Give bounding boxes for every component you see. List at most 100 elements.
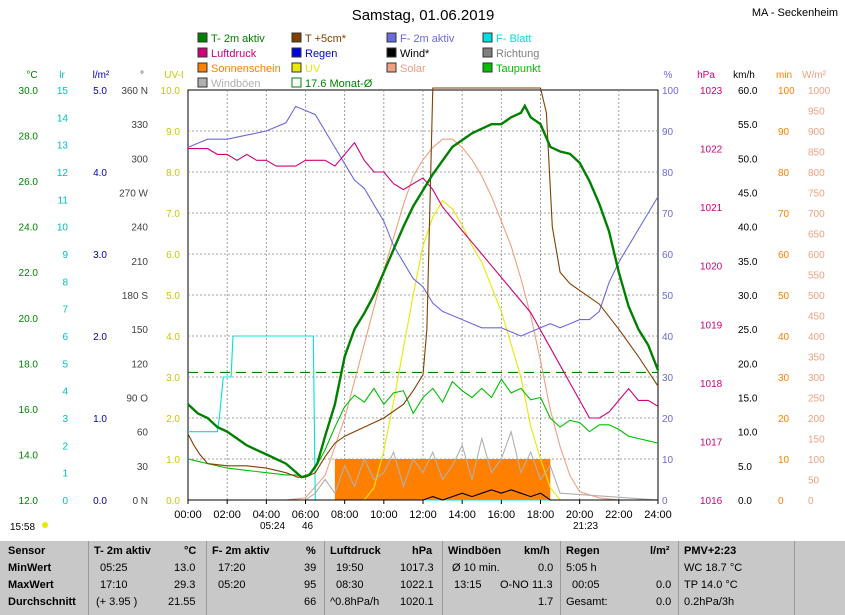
th-temp: T- 2m aktiv (94, 545, 151, 557)
w-max-dir: O-NO (500, 579, 529, 591)
axis-tick: 20.0 (738, 359, 758, 370)
axis-tick: 0.0 (166, 496, 180, 507)
axis-tick: 1.0 (93, 414, 107, 425)
t-avg-diff: (+ 3.95 ) (96, 596, 138, 608)
axis-tick: 50 (808, 476, 820, 487)
axis-unit-c: °C (26, 70, 37, 81)
axis-tick: 40 (662, 332, 674, 343)
legend-swatch-f-blatt (482, 32, 493, 43)
axis-tick: 13 (57, 141, 69, 152)
x-tick-label: 04:00 (253, 509, 281, 521)
axis-tick: 300 (131, 154, 148, 165)
axis-tick: 1023 (700, 86, 723, 97)
axis-tick: 0.0 (738, 496, 752, 507)
axis-tick: 4.0 (166, 332, 180, 343)
f-avg-val: 66 (304, 596, 317, 608)
axis-unit-uv-i: UV-I (164, 70, 183, 81)
series-t-5cm (187, 87, 659, 478)
sun-times: 15:58 05:24 46 21:23 (10, 521, 598, 533)
axis-tick: 9 (62, 250, 68, 261)
axis-tick: 500 (808, 291, 825, 302)
f-max-time: 05:20 (218, 579, 246, 591)
axis-tick: 1 (62, 469, 68, 480)
w-avg-val: 1.7 (538, 596, 554, 608)
legend-label-sonnenschein: Sonnenschein (211, 63, 281, 75)
axis-tick: 90 O (126, 394, 148, 405)
col-sensor: Sensor MinWert MaxWert Durchschnitt (0, 541, 89, 615)
axis-tick: 28.0 (19, 132, 39, 143)
p-min-val: 1017.3 (400, 562, 434, 574)
axis-tick: 7.0 (166, 209, 180, 220)
sunrise-time: 05:24 (260, 521, 285, 532)
axis-tick: 200 (808, 414, 825, 425)
th-rain: Regen (566, 545, 600, 557)
axis-tick: 0 (662, 496, 668, 507)
axis-unit-l-m: l/m² (93, 70, 110, 81)
r-total-val: 0.0 (656, 596, 672, 608)
axis-tick: 30.0 (738, 291, 758, 302)
th-wind: Windböen (448, 545, 502, 557)
axis-tick: 50 (662, 291, 674, 302)
t-min-time: 05:25 (100, 562, 128, 574)
legend-swatch-sonnenschein (197, 62, 208, 73)
axis-tick: 90 (662, 127, 674, 138)
axis-tick: 650 (808, 230, 825, 241)
axis-tick: 30 (137, 462, 149, 473)
axis-tick: 700 (808, 209, 825, 220)
legend-swatch-f-2m-aktiv (386, 32, 397, 43)
axis-tick: 1000 (808, 86, 831, 97)
legend-label-f-blatt: F- Blatt (496, 33, 531, 45)
axis-tick: 180 S (122, 291, 148, 302)
axis-tick: 50 (778, 291, 790, 302)
axis-tick: 50.0 (738, 154, 758, 165)
col-rain: Regen l/m² 5:05 h 00:05 0.0 Gesamt: 0.0 (560, 541, 679, 615)
axis-tick: 350 (808, 353, 825, 364)
series-lines (187, 87, 660, 501)
x-tick-label: 20:00 (566, 509, 594, 521)
legend-label-windb-en: Windböen (211, 78, 261, 90)
axis-tick: 18.0 (19, 359, 39, 370)
axis-tick: 12.0 (19, 496, 39, 507)
col-hum: F- 2m aktiv % 17:20 39 05:20 95 66 (206, 541, 325, 615)
legend-label-solar: Solar (400, 63, 426, 75)
f-min-val: 39 (304, 562, 317, 574)
axis-tick: 300 (808, 373, 825, 384)
legend-swatch-solar (386, 62, 397, 73)
t-max-val: 29.3 (174, 579, 196, 591)
axis-tick: 10 (778, 455, 790, 466)
legend-label-17-6-monat: 17.6 Monat-Ø (305, 78, 373, 90)
axis-tick: 7 (62, 305, 68, 316)
axis-tick: 20.0 (19, 314, 39, 325)
x-tick-label: 02:00 (213, 509, 241, 521)
th-press-unit: hPa (412, 545, 433, 557)
axis-unit-km-h: km/h (733, 70, 755, 81)
th-sensor: Sensor (8, 545, 46, 557)
legend-swatch-richtung (482, 47, 493, 58)
legend-swatch-taupunkt (482, 62, 493, 73)
x-tick-label: 22:00 (605, 509, 633, 521)
f-max-val: 95 (304, 579, 317, 591)
axis-tick: 0 (778, 496, 784, 507)
w-max-val: 11.3 (532, 579, 553, 591)
series-luftdruck (188, 141, 659, 419)
axis-unit-min: min (776, 70, 792, 81)
col-press: Luftdruck hPa 19:50 1017.3 08:30 1022.1 … (324, 541, 443, 615)
axis-tick: 10.0 (161, 86, 181, 97)
summary-table: Sensor MinWert MaxWert Durchschnitt T- 2… (0, 541, 845, 615)
axis-tick: 60 (662, 250, 674, 261)
axis-tick: 100 (662, 86, 679, 97)
series-f-blatt (188, 335, 658, 501)
r-duration: 5:05 h (566, 562, 597, 574)
legend-swatch-t-2m-aktiv (197, 32, 208, 43)
legend-label-t-2m-aktiv: T- 2m aktiv (211, 33, 265, 45)
axis-tick: 30 (778, 373, 790, 384)
axis-unit-lr: lr (59, 70, 65, 81)
axis-tick: 55.0 (738, 120, 758, 131)
axis-tick: 10.0 (738, 428, 758, 439)
axis-tick: 70 (662, 209, 674, 220)
axis-tick: 0.0 (93, 496, 107, 507)
axis-unit-w-m: W/m² (802, 70, 827, 81)
axis-unit-hpa: hPa (697, 70, 715, 81)
axis-tick: 60.0 (738, 86, 758, 97)
axis-tick: 150 (808, 435, 825, 446)
